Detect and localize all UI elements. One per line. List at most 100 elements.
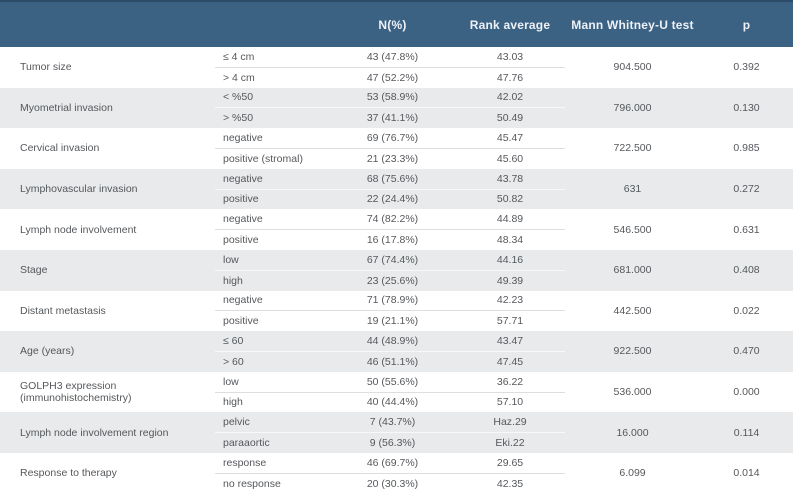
subcategory-cell: positive (stromal) [215, 148, 330, 169]
top-accent-line [0, 0, 793, 2]
n-percent-cell: 43 (47.8%) [330, 47, 455, 68]
mann-whitney-cell: 442.500 [565, 290, 700, 332]
table-row: > %50 37 (41.1%) 50.49 [0, 107, 793, 129]
rank-average-cell: Eki.22 [455, 432, 565, 453]
rank-average-cell: 57.71 [455, 310, 565, 332]
subcategory-cell: no response [215, 473, 330, 494]
subcategory-cell: paraaortic [215, 432, 330, 453]
n-percent-cell: 21 (23.3%) [330, 148, 455, 169]
rank-average-cell: 36.22 [455, 371, 565, 393]
table-row: high 40 (44.4%) 57.10 [0, 392, 793, 413]
category-cell: Lymph node involvement [0, 209, 215, 250]
subcategory-cell: > 4 cm [215, 67, 330, 88]
mann-whitney-cell: 6.099 [565, 452, 700, 494]
p-value-cell: 0.272 [700, 168, 793, 210]
rank-average-cell: 50.82 [455, 189, 565, 210]
mann-whitney-cell: 722.500 [565, 128, 700, 169]
rank-average-cell: 43.47 [455, 331, 565, 352]
category-cell: Lymph node involvement region [0, 412, 215, 453]
table-row: Myometrial invasion < %50 53 (58.9%) 42.… [0, 87, 793, 129]
header-subcategory [215, 2, 330, 47]
rank-average-cell: 43.03 [455, 47, 565, 68]
header-rank-average: Rank average [455, 2, 565, 47]
table-row: Lymph node involvement negative 74 (82.2… [0, 209, 793, 250]
rank-average-cell: Haz.29 [455, 412, 565, 434]
subcategory-cell: < %50 [215, 87, 330, 109]
table-row: Lymph node involvement region pelvic 7 (… [0, 412, 793, 453]
header-mann-whitney: Mann Whitney-U test [565, 2, 700, 47]
subcategory-cell: positive [215, 189, 330, 210]
p-value-cell: 0.408 [700, 249, 793, 291]
n-percent-cell: 67 (74.4%) [330, 249, 455, 271]
category-cell: Distant metastasis [0, 290, 215, 332]
p-value-cell: 0.000 [700, 371, 793, 413]
n-percent-cell: 50 (55.6%) [330, 371, 455, 393]
header-category [0, 2, 215, 47]
subcategory-cell: low [215, 371, 330, 393]
mann-whitney-cell: 536.000 [565, 371, 700, 413]
mann-whitney-cell: 681.000 [565, 249, 700, 291]
table-row: high 23 (25.6%) 49.39 [0, 270, 793, 291]
category-cell: GOLPH3 expression (immunohistochemistry) [0, 371, 215, 413]
n-percent-cell: 23 (25.6%) [330, 270, 455, 291]
mann-whitney-cell: 631 [565, 168, 700, 210]
subcategory-cell: ≤ 60 [215, 331, 330, 352]
category-cell: Age (years) [0, 331, 215, 372]
table-body: Tumor size ≤ 4 cm 43 (47.8%) 43.03 904.5… [0, 47, 793, 494]
n-percent-cell: 46 (69.7%) [330, 452, 455, 474]
n-percent-cell: 40 (44.4%) [330, 392, 455, 413]
rank-average-cell: 49.39 [455, 270, 565, 291]
rank-average-cell: 29.65 [455, 452, 565, 474]
rank-average-cell: 42.35 [455, 473, 565, 494]
subcategory-cell: > 60 [215, 351, 330, 372]
rank-average-cell: 47.76 [455, 67, 565, 88]
subcategory-cell: high [215, 392, 330, 413]
n-percent-cell: 7 (43.7%) [330, 412, 455, 434]
n-percent-cell: 19 (21.1%) [330, 310, 455, 332]
table-row: > 60 46 (51.1%) 47.45 [0, 351, 793, 372]
table-row: paraaortic 9 (56.3%) Eki.22 [0, 432, 793, 453]
p-value-cell: 0.470 [700, 331, 793, 372]
rank-average-cell: 50.49 [455, 107, 565, 129]
table-row: Cervical invasion negative 69 (76.7%) 45… [0, 128, 793, 169]
n-percent-cell: 16 (17.8%) [330, 229, 455, 250]
rank-average-cell: 45.47 [455, 128, 565, 149]
n-percent-cell: 71 (78.9%) [330, 290, 455, 312]
header-row: N(%) Rank average Mann Whitney-U test p [0, 2, 793, 47]
n-percent-cell: 74 (82.2%) [330, 209, 455, 231]
p-value-cell: 0.631 [700, 209, 793, 250]
table-row: Age (years) ≤ 60 44 (48.9%) 43.47 922.50… [0, 331, 793, 372]
n-percent-cell: 44 (48.9%) [330, 331, 455, 352]
subcategory-cell: ≤ 4 cm [215, 47, 330, 68]
table-row: positive 16 (17.8%) 48.34 [0, 229, 793, 250]
n-percent-cell: 37 (41.1%) [330, 107, 455, 129]
table-row: Distant metastasis negative 71 (78.9%) 4… [0, 290, 793, 332]
subcategory-cell: positive [215, 310, 330, 332]
p-value-cell: 0.392 [700, 47, 793, 88]
table-row: positive 22 (24.4%) 50.82 [0, 189, 793, 210]
n-percent-cell: 47 (52.2%) [330, 67, 455, 88]
rank-average-cell: 47.45 [455, 351, 565, 372]
rank-average-cell: 48.34 [455, 229, 565, 250]
rank-average-cell: 42.23 [455, 290, 565, 312]
subcategory-cell: positive [215, 229, 330, 250]
p-value-cell: 0.022 [700, 290, 793, 332]
header-p-value: p [700, 2, 793, 47]
subcategory-cell: low [215, 249, 330, 271]
subcategory-cell: negative [215, 168, 330, 190]
rank-average-cell: 44.16 [455, 249, 565, 271]
category-cell: Response to therapy [0, 452, 215, 494]
mann-whitney-cell: 796.000 [565, 87, 700, 129]
table-row: positive 19 (21.1%) 57.71 [0, 310, 793, 332]
table-row: positive (stromal) 21 (23.3%) 45.60 [0, 148, 793, 169]
subcategory-cell: > %50 [215, 107, 330, 129]
n-percent-cell: 46 (51.1%) [330, 351, 455, 372]
mann-whitney-cell: 922.500 [565, 331, 700, 372]
rank-average-cell: 44.89 [455, 209, 565, 231]
subcategory-cell: high [215, 270, 330, 291]
p-value-cell: 0.985 [700, 128, 793, 169]
category-cell: Lymphovascular invasion [0, 168, 215, 210]
table-row: no response 20 (30.3%) 42.35 [0, 473, 793, 494]
